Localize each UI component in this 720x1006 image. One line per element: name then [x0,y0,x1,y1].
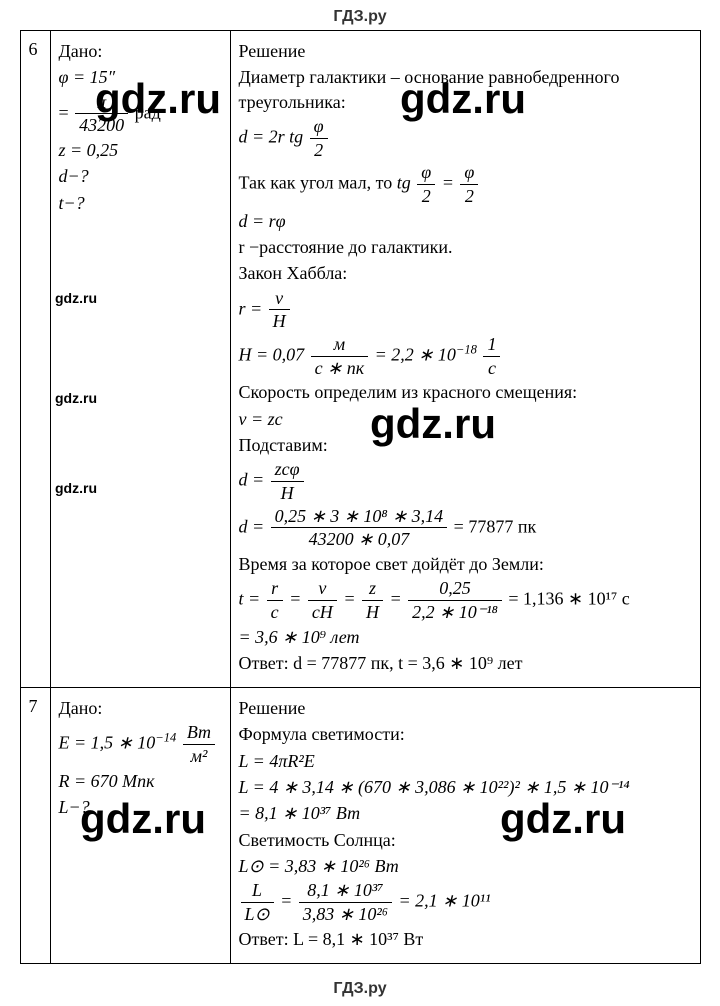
fraction-num: 0,25 ∗ 3 ∗ 10⁸ ∗ 3,14 [271,506,448,529]
given-cell: Дано: E = 1,5 ∗ 10−14 Вт м² R = 670 Мпк … [50,688,230,964]
equation-lhs: d = [239,469,269,489]
solution-cell: Решение Диаметр галактики – основание ра… [230,31,700,688]
fraction-num: Вт [183,722,215,745]
equation-lhs: H = 0,07 [239,344,305,364]
solutions-table: 6 Дано: φ = 15″ = π 43200 рад z = 0,25 d… [20,30,701,964]
fraction-num: r [267,578,283,601]
fraction-num: 1 [483,334,500,357]
problem-number: 6 [20,31,50,688]
fraction-den: L⊙ [241,903,274,925]
solution-title: Решение [239,39,692,63]
unit: рад [135,102,161,122]
given-line: z = 0,25 [59,138,222,162]
solution-cell: Решение Формула светимости: L = 4πR²E L … [230,688,700,964]
fraction-den: H [362,601,383,623]
given-line: R = 670 Мпк [59,769,222,793]
fraction-den: 2 [417,185,435,207]
equation: = 3,6 ∗ 10⁹ лет [239,625,692,649]
given-title: Дано: [59,39,222,63]
fraction-den: H [269,310,290,332]
table-row: 7 Дано: E = 1,5 ∗ 10−14 Вт м² R = 670 Мп… [20,688,700,964]
equation: H = 0,07 м с ∗ пк = 2,2 ∗ 10−18 1 с [239,334,692,378]
given-line: E = 1,5 ∗ 10−14 Вт м² [59,722,222,766]
given-title: Дано: [59,696,222,720]
equation-lhs: r = [239,298,267,318]
solution-title: Решение [239,696,692,720]
fraction-den: м² [183,745,215,767]
fraction-den: H [271,482,304,504]
equation: r = v H [239,288,692,332]
given-line: d−? [59,164,222,188]
equation: d = 2r tg φ 2 [239,116,692,160]
fraction-den: с [483,357,500,379]
equation-lhs: d = [239,516,269,536]
fraction-num: L [241,880,274,903]
fraction-num: 8,1 ∗ 10³⁷ [299,880,392,903]
equation: = 8,1 ∗ 10³⁷ Вт [239,801,692,825]
fraction-den: 43200 ∗ 0,07 [271,528,448,550]
exponent: −14 [155,731,176,745]
solution-text: r −расстояние до галактики. [239,235,692,259]
text-span: Так как угол мал, то [239,173,397,193]
fraction-den: с ∗ пк [311,357,369,379]
equation: d = rφ [239,209,692,233]
equation-lhs: t = [239,589,265,609]
equation: v = zc [239,407,692,431]
fraction-den: 2 [460,185,478,207]
fraction-num: φ [417,162,435,185]
solution-text: Светимость Солнца: [239,828,692,852]
solution-text: Диаметр галактики – основание равнобедре… [239,65,692,114]
text-span: = [442,173,459,193]
fraction-num: z [362,578,383,601]
given-line: φ = 15″ [59,65,222,89]
fraction-num: φ [460,162,478,185]
fraction-den: 3,83 ∗ 10²⁶ [299,903,392,925]
equation: L = 4 ∗ 3,14 ∗ (670 ∗ 3,086 ∗ 10²²)² ∗ 1… [239,775,692,799]
table-row: 6 Дано: φ = 15″ = π 43200 рад z = 0,25 d… [20,31,700,688]
fraction-num: м [311,334,369,357]
solution-text: Формула светимости: [239,722,692,746]
page-header: ГДЗ.ру [0,0,720,30]
fraction-num: zcφ [271,459,304,482]
equation: d = zcφ H [239,459,692,503]
fraction-den: 2 [310,139,328,161]
equation: t = rc = vcH = zH = 0,252,2 ∗ 10⁻¹⁸ = 1,… [239,578,692,622]
fraction-den: 43200 [75,114,128,136]
solution-text: Подставим: [239,433,692,457]
given-line: = π 43200 рад [59,92,222,136]
given-cell: Дано: φ = 15″ = π 43200 рад z = 0,25 d−?… [50,31,230,688]
equation: L⊙ = 3,83 ∗ 10²⁶ Вт [239,854,692,878]
fraction-den: 2,2 ∗ 10⁻¹⁸ [408,601,502,623]
equation: d = 0,25 ∗ 3 ∗ 10⁸ ∗ 3,14 43200 ∗ 0,07 =… [239,506,692,550]
fraction-den: cH [308,601,337,623]
fraction-den: c [267,601,283,623]
answer: Ответ: L = 8,1 ∗ 10³⁷ Вт [239,927,692,951]
text-span: E = 1,5 ∗ 10 [59,733,156,753]
equation-lhs: d = 2r tg [239,126,304,146]
fraction-num: φ [310,116,328,139]
solution-text: Время за которое свет дойдёт до Земли: [239,552,692,576]
exponent: −18 [456,342,477,356]
equation-rhs: = 2,1 ∗ 10¹¹ [399,891,491,911]
given-line: L−? [59,795,222,819]
equation-rhs: = 1,136 ∗ 10¹⁷ с [508,589,629,609]
text-span: = 2,2 ∗ 10 [375,344,456,364]
fraction-num: π [75,92,128,115]
page-footer: ГДЗ.ру [0,964,720,1006]
answer: Ответ: d = 77877 пк, t = 3,6 ∗ 10⁹ лет [239,651,692,675]
given-line: t−? [59,191,222,215]
page: gdz.ru gdz.ru gdz.ru gdz.ru gdz.ru gdz.r… [0,0,720,1006]
problem-number: 7 [20,688,50,964]
equation-rhs: = 77877 пк [454,516,537,536]
equation: L L⊙ = 8,1 ∗ 10³⁷ 3,83 ∗ 10²⁶ = 2,1 ∗ 10… [239,880,692,924]
solution-text: Так как угол мал, то tg φ 2 = φ 2 [239,162,692,206]
fraction-num: v [269,288,290,311]
equation: L = 4πR²E [239,749,692,773]
fraction-num: v [308,578,337,601]
fraction-num: 0,25 [408,578,502,601]
solution-text: Закон Хаббла: [239,261,692,285]
solution-text: Скорость определим из красного смещения: [239,380,692,404]
